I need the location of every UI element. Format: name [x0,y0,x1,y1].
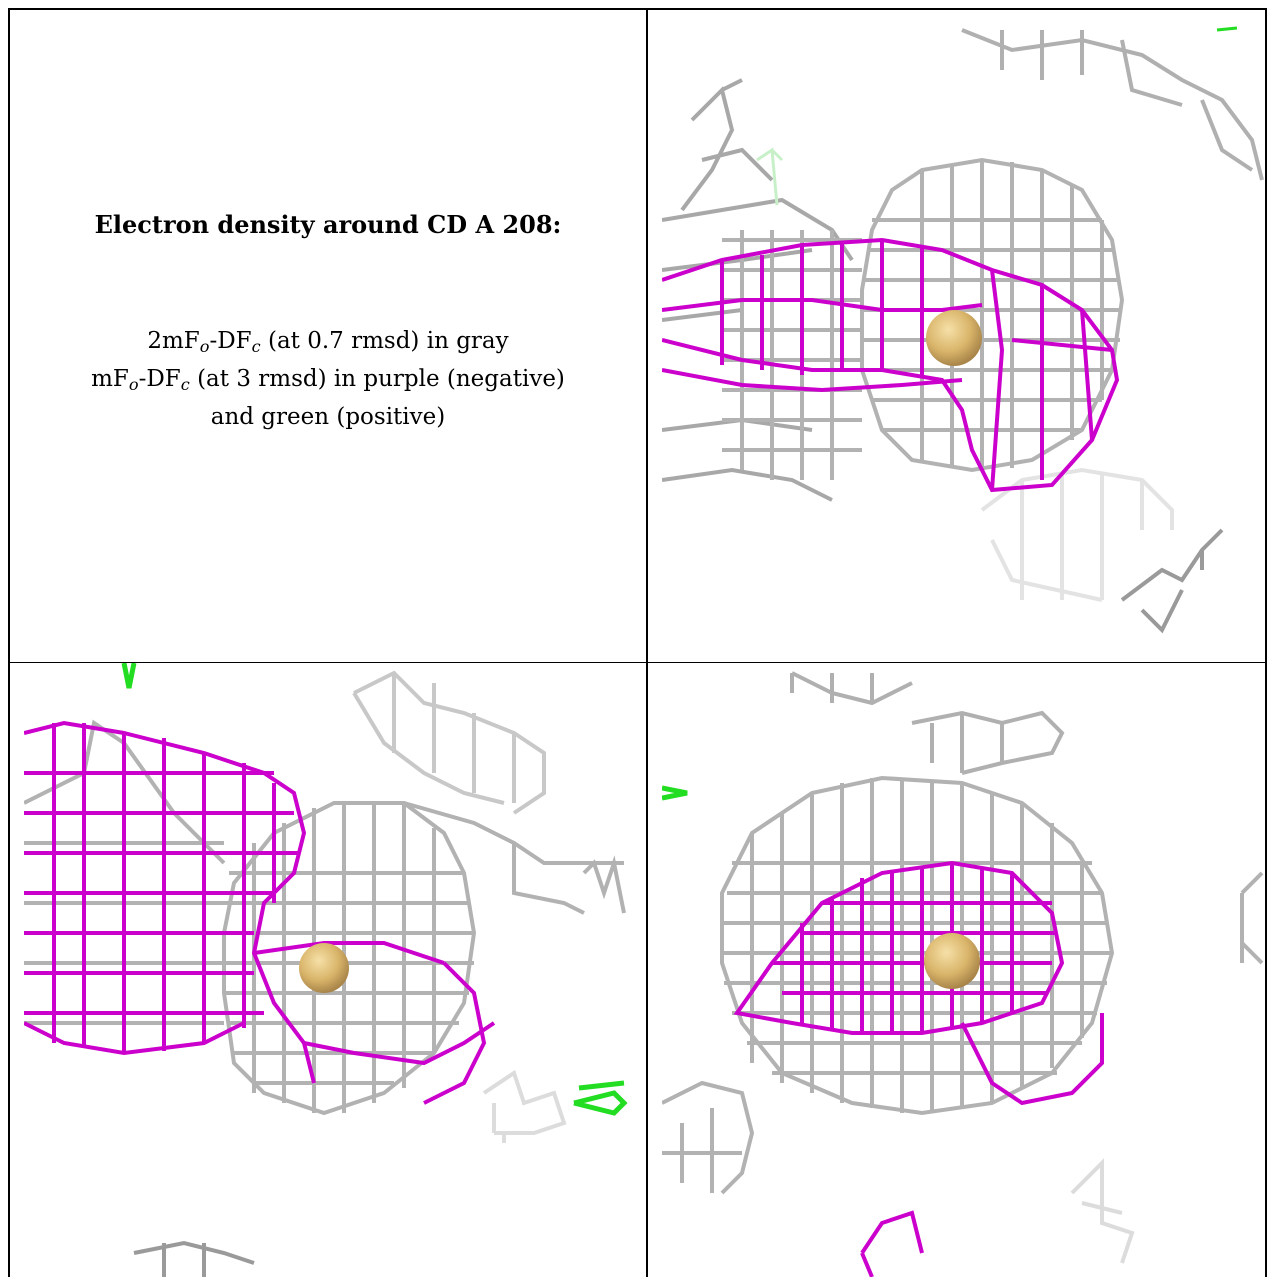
frame-mid-horizontal [8,662,1267,663]
figure-title: Electron density around CD A 208: [94,210,562,239]
legend-cell: Electron density around CD A 208: 2mFo-D… [10,10,646,662]
frame-left [8,8,10,1277]
mesh-fofc-negative [733,860,1104,1277]
cadmium-atom [924,933,980,989]
mesh-fofc-negative [662,237,1120,493]
mesh-fofc-positive-faint [756,147,784,206]
mesh-fofc-positive [121,663,628,1116]
frame-mid-vertical [646,8,648,1277]
legend-text: 2mFo-DFc (at 0.7 rmsd) in gray mFo-DFc (… [10,325,646,434]
mesh-fofc-negative [24,720,496,1105]
legend-line-2fofc: 2mFo-DFc (at 0.7 rmsd) in gray [147,328,509,356]
mesh-2fofc-bottom-right [1120,528,1224,634]
mesh-2fofc-fragment [961,28,1264,181]
density-view-top-right [662,10,1265,660]
frame-right [1265,8,1267,1277]
mesh-2fofc-main [24,719,626,1116]
mesh-2fofc-faint [980,467,1174,602]
density-view-bottom-right [662,663,1265,1277]
mesh-2fofc-left [662,78,854,502]
mesh-fofc-positive [1216,26,1238,32]
mesh-fofc-positive [662,785,688,801]
mesh-2fofc-faint-bottom-right [482,1069,567,1143]
mesh-2fofc-main [662,775,1264,1195]
cadmium-atom [926,310,982,366]
cadmium-atom [299,943,349,993]
mesh-2fofc-faint-bottom [1070,1158,1135,1264]
density-view-bottom-left [24,663,630,1277]
mesh-2fofc-bottom [133,1240,255,1277]
legend-line-fofc: mFo-DFc (at 3 rmsd) in purple (negative) [91,366,565,394]
frame-top [8,8,1267,10]
mesh-2fofc-top [790,671,1065,775]
legend-line-positive: and green (positive) [210,404,446,430]
mesh-2fofc-top-faint [352,670,546,815]
